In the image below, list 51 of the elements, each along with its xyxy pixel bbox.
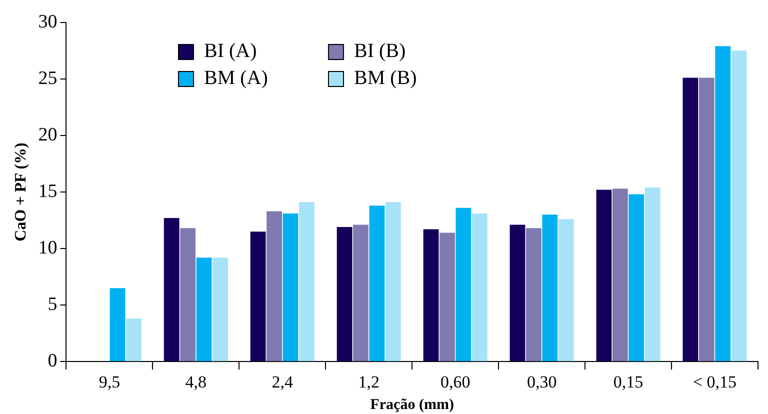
bar <box>644 187 660 362</box>
bar <box>282 213 298 362</box>
x-axis-title: Fração (mm) <box>370 396 454 413</box>
bar <box>369 206 385 362</box>
bar <box>698 78 714 362</box>
legend-label: BI (A) <box>204 40 257 63</box>
y-tick-label: 0 <box>48 350 58 372</box>
bar <box>542 214 558 362</box>
legend-label: BI (B) <box>354 40 406 63</box>
x-tick-label: 0,60 <box>440 372 470 392</box>
bar <box>385 202 401 362</box>
bar <box>423 229 439 362</box>
y-tick-label: 20 <box>38 124 58 146</box>
bar <box>682 78 698 362</box>
y-tick-label: 15 <box>38 180 58 202</box>
bar <box>212 258 228 362</box>
y-tick-label: 5 <box>48 294 58 316</box>
bar <box>196 258 212 362</box>
x-tick-label: 4,8 <box>185 372 207 392</box>
x-tick-label: 2,4 <box>272 372 294 392</box>
bar <box>110 288 126 362</box>
bar <box>731 50 747 362</box>
bar <box>299 202 314 362</box>
x-tick-label: < 0,15 <box>692 372 737 392</box>
y-tick-label: 10 <box>38 238 58 259</box>
bar <box>126 318 142 362</box>
legend-label: BM (B) <box>354 67 417 90</box>
bar <box>596 190 612 362</box>
bar <box>353 224 368 362</box>
bar <box>456 208 472 362</box>
x-tick-label: 0,30 <box>526 372 557 392</box>
bar <box>612 188 628 362</box>
bar <box>266 211 282 362</box>
bar <box>628 194 644 362</box>
bar <box>558 219 574 362</box>
bar <box>180 228 196 362</box>
bar <box>510 224 526 362</box>
bar <box>715 46 731 362</box>
x-tick-label: 1,2 <box>358 372 380 392</box>
bar <box>336 227 352 362</box>
bar <box>440 232 455 362</box>
x-tick-label: 0,15 <box>613 372 644 392</box>
y-axis-title: CaO + PF (%) <box>12 142 30 242</box>
y-tick-label: 25 <box>38 68 58 89</box>
bar <box>472 213 488 362</box>
legend-label: BM (A) <box>204 67 268 90</box>
y-tick-label: 30 <box>38 11 58 32</box>
bar <box>250 232 266 362</box>
bar <box>164 218 180 362</box>
x-tick-label: 9,5 <box>98 372 120 392</box>
bar <box>526 228 542 362</box>
